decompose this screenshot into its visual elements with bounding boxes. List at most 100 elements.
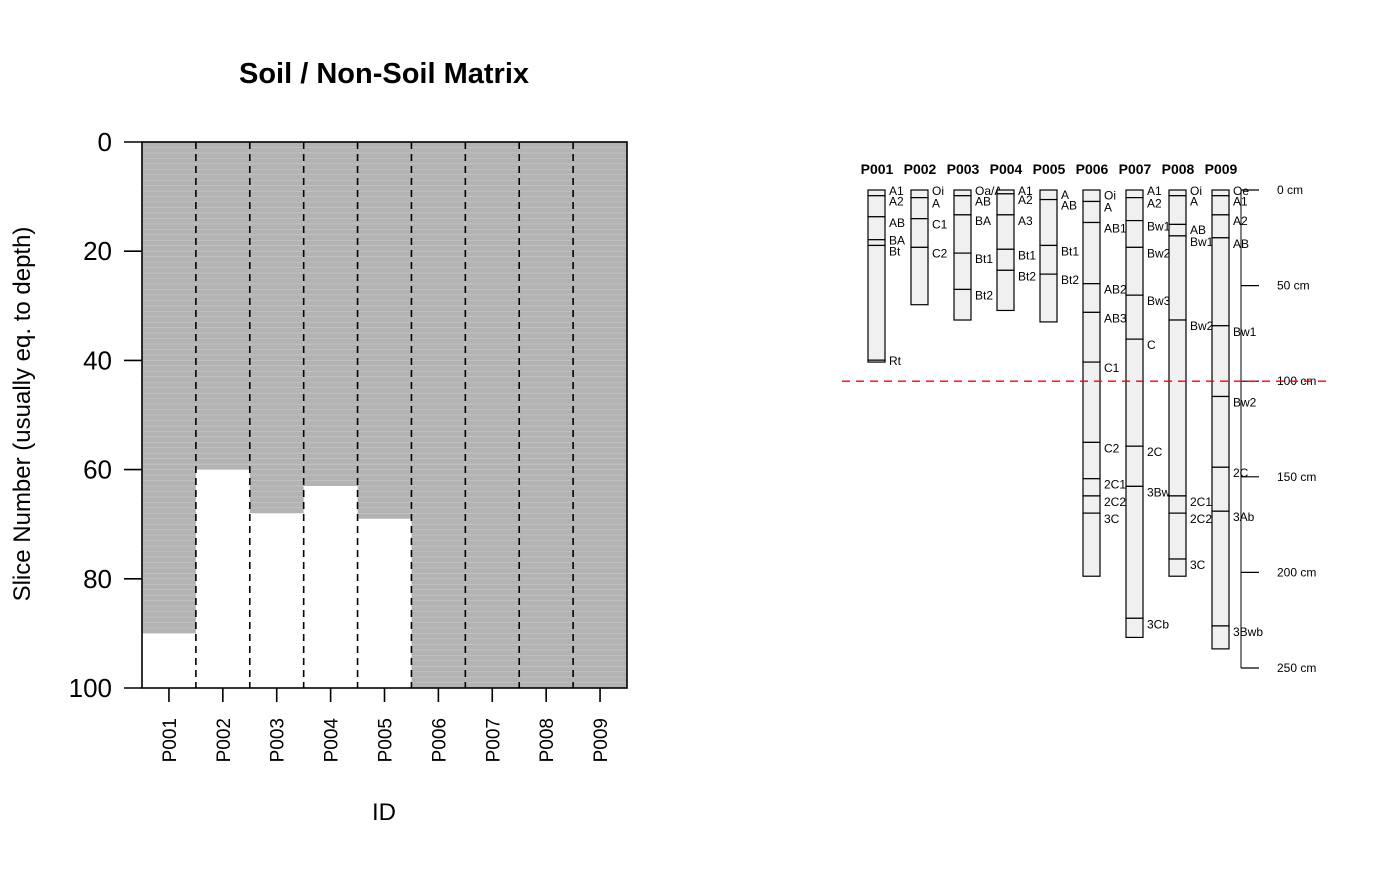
horizon-p009-0: [1211, 189, 1230, 197]
horizon-p003-0: [953, 189, 972, 197]
horizon-label: A1: [1018, 184, 1033, 198]
horizon-p004-4: [996, 269, 1015, 312]
depth-tick-label: 0 cm: [1277, 183, 1303, 197]
x-tick-label-p009: P009: [591, 718, 612, 762]
depth-tick-label: 50 cm: [1277, 279, 1310, 293]
horizon-p007-7: [1125, 485, 1144, 619]
horizon-p006-5: [1082, 361, 1101, 443]
x-tick-label-p001: P001: [160, 718, 181, 762]
matrix-grid: [141, 141, 628, 689]
profile-id-label: P001: [861, 161, 894, 177]
horizon-label: 2C: [1147, 445, 1163, 459]
horizon-label: Bt1: [1061, 244, 1079, 258]
horizon-p008-2: [1168, 223, 1187, 237]
horizon-p002-1: [910, 197, 929, 220]
horizon-label: AB3: [1104, 311, 1127, 325]
profile-id-label: P003: [947, 161, 980, 177]
depth-tick-label: 250 cm: [1277, 661, 1316, 675]
horizon-label: BA: [975, 214, 991, 228]
horizon-p005-2: [1039, 244, 1058, 275]
horizon-p006-1: [1082, 200, 1101, 224]
horizon-p009-8: [1211, 625, 1230, 650]
horizon-p007-8: [1125, 617, 1144, 639]
horizon-label: A2: [1147, 197, 1162, 211]
horizon-p008-4: [1168, 319, 1187, 497]
horizon-label: AB: [1190, 223, 1206, 237]
horizon-label: Rt: [889, 354, 902, 368]
profile-id-label: P009: [1205, 161, 1238, 177]
y-tick-label: 80: [83, 564, 112, 594]
horizon-label: Bw3: [1147, 294, 1171, 308]
x-tick-label-p004: P004: [322, 718, 343, 763]
depth-tick-label: 200 cm: [1277, 565, 1316, 579]
horizon-label: 2C1: [1104, 478, 1126, 492]
horizon-label: A1: [1147, 184, 1162, 198]
horizon-label: AB: [975, 195, 991, 209]
horizon-p006-2: [1082, 221, 1101, 285]
x-tick-label-p007: P007: [483, 718, 504, 762]
horizon-p006-8: [1082, 495, 1101, 514]
horizon-p005-0: [1039, 189, 1058, 201]
horizon-p008-5: [1168, 495, 1187, 514]
horizon-label: A2: [1018, 193, 1033, 207]
horizon-label: Bw2: [1233, 395, 1257, 409]
horizon-label: Bw2: [1190, 319, 1214, 333]
horizon-p003-3: [953, 252, 972, 291]
horizon-p008-0: [1168, 189, 1187, 197]
horizon-label: C2: [932, 246, 948, 260]
horizon-p001-5: [867, 359, 886, 363]
profile-id-label: P004: [990, 161, 1023, 177]
horizon-label: 2C2: [1104, 495, 1126, 509]
horizon-label: BA: [889, 234, 905, 248]
horizon-p008-7: [1168, 558, 1187, 577]
horizon-p009-4: [1211, 325, 1230, 398]
horizon-p006-3: [1082, 283, 1101, 313]
horizon-label: C2: [1104, 441, 1120, 455]
horizon-p001-2: [867, 216, 886, 241]
horizon-label: Oi: [1104, 189, 1116, 203]
horizon-label: 3C: [1104, 512, 1120, 526]
horizon-label: A: [1104, 200, 1112, 214]
x-axis: P001 P002 P003 P004 P005 P006 P007 P008 P009: [160, 688, 612, 762]
horizon-p004-1: [996, 193, 1015, 216]
horizon-label: AB: [1061, 199, 1077, 213]
horizon-label: C1: [1104, 361, 1120, 375]
horizon-label: C: [1147, 338, 1156, 352]
horizon-p008-6: [1168, 512, 1187, 560]
x-axis-label: ID: [372, 799, 396, 826]
matrix-cells: [142, 142, 627, 688]
profile-id-label: P006: [1076, 161, 1109, 177]
horizon-p007-1: [1125, 197, 1144, 222]
horizon-label: A3: [1018, 214, 1033, 228]
horizon-label: 3Bwb: [1233, 625, 1263, 639]
horizon-p003-1: [953, 195, 972, 216]
x-tick-label-p002: P002: [214, 718, 235, 762]
horizon-label: 3Cb: [1147, 617, 1169, 631]
horizon-label: 2C2: [1190, 512, 1212, 526]
horizon-label: 2C1: [1190, 495, 1212, 509]
horizon-label: Bt1: [975, 252, 993, 266]
horizon-label: Oi: [1190, 184, 1202, 198]
x-tick-label-p006: P006: [429, 718, 450, 762]
horizon-label: Bw1: [1233, 325, 1257, 339]
horizon-label: A: [932, 197, 940, 211]
horizon-label: 3Ab: [1233, 510, 1255, 524]
soil-cell-p004: [303, 142, 358, 486]
horizon-p005-1: [1039, 198, 1058, 247]
soil-cell-p005: [357, 142, 412, 519]
horizon-label: AB: [889, 216, 905, 230]
y-axis-label: Slice Number (usually eq. to depth): [9, 227, 36, 602]
horizon-p004-3: [996, 248, 1015, 271]
horizon-label: Oa/A: [975, 184, 1002, 198]
horizon-p009-6: [1211, 466, 1230, 512]
horizon-label: Bt2: [975, 288, 993, 302]
horizon-p009-3: [1211, 237, 1230, 327]
soil-matrix-panel: Soil / Non-Soil Matrix ID Slice Number (…: [9, 58, 628, 826]
horizon-p006-4: [1082, 311, 1101, 363]
horizon-p007-3: [1125, 246, 1144, 296]
